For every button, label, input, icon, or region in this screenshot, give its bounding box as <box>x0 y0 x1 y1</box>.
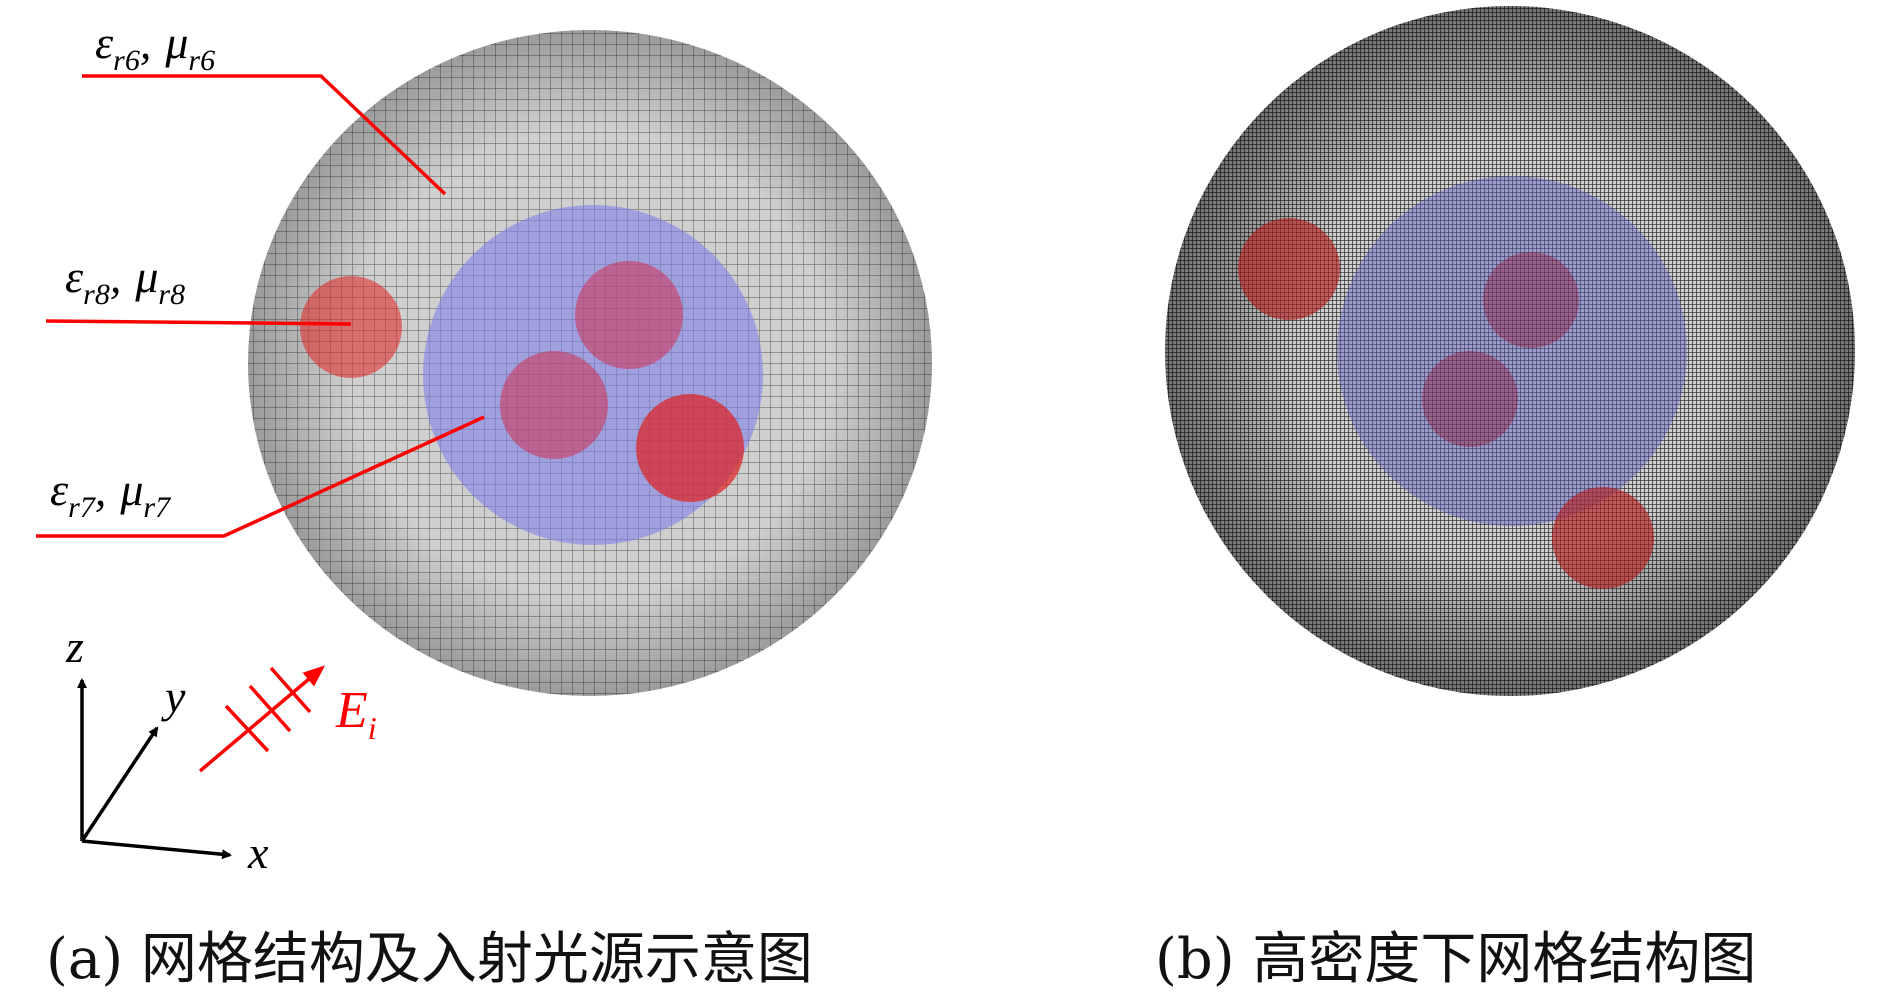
panel-a-mesh-model <box>248 30 932 696</box>
x-axis-label: x <box>247 827 269 878</box>
y-axis-arrow <box>80 726 159 842</box>
inclusion-sphere <box>575 261 683 369</box>
label-layer6: εr6, μr6 <box>95 17 215 77</box>
leader-line-layer6 <box>82 74 447 196</box>
incident-field-label: Ei <box>335 682 377 746</box>
annotation-lines <box>36 74 485 538</box>
label-layer7: εr7, μr7 <box>50 464 172 524</box>
y-axis-label: y <box>161 671 186 722</box>
dense-outer-sphere-shading <box>1165 6 1855 696</box>
caption-a: (a) 网格结构及入射光源示意图 <box>46 927 813 992</box>
inclusion-sphere <box>636 394 744 502</box>
dense-inclusion-sphere <box>1552 487 1654 589</box>
x-axis-arrow <box>81 839 232 860</box>
label-layer8: εr8, μr8 <box>65 251 185 311</box>
inclusion-sphere <box>500 351 608 459</box>
panel-b-dense-mesh-model <box>1165 6 1855 696</box>
coordinate-axes <box>77 678 232 860</box>
dense-inclusion-sphere <box>1238 218 1340 320</box>
dense-inclusion-sphere <box>1483 252 1579 348</box>
incident-wave-icon <box>198 665 326 773</box>
dense-inner-blue-sphere <box>1337 176 1687 526</box>
z-axis-label: z <box>65 621 84 672</box>
leader-line-layer8 <box>45 319 352 326</box>
inclusion-sphere <box>300 276 402 378</box>
leader-line-layer7 <box>36 415 485 538</box>
caption-b: (b) 高密度下网格结构图 <box>1155 927 1756 992</box>
dense-inclusion-sphere <box>1422 351 1518 447</box>
